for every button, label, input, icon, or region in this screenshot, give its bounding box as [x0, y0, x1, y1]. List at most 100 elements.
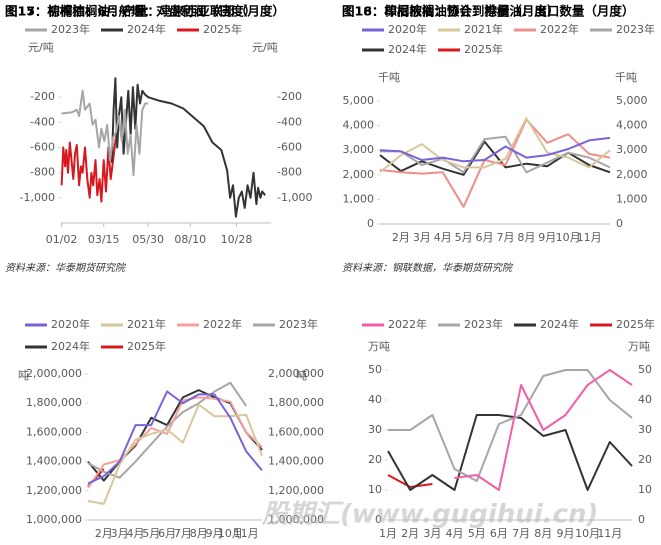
x-tick-label: 2月: [392, 231, 410, 244]
y2-tick-label: -200: [277, 90, 302, 103]
y-tick-label: 0: [375, 513, 382, 526]
y-tick-label: -600: [30, 141, 55, 154]
chart-title: 图16：印尼棕榈油协会：棕榈油：出口数量（月度）: [342, 4, 634, 19]
legend-label: 2022年: [388, 317, 427, 331]
x-tick-label: 5月: [455, 231, 473, 244]
x-tick-label: 6月: [476, 231, 494, 244]
y2-tick-label: 1,000,000: [268, 513, 324, 526]
chart-title: 图18：棕榈液油：预计到港量（月度）: [342, 4, 559, 19]
x-tick-label: 05/30: [132, 233, 164, 246]
y-unit: 元/吨: [28, 41, 54, 54]
y-tick-label: 50: [368, 363, 382, 376]
x-tick-label: 3月: [423, 527, 441, 540]
legend-label: 2024年: [388, 42, 427, 56]
legend-label: 2024年: [540, 317, 579, 331]
series-line: [387, 414, 633, 491]
y2-tick-label: 1,000: [616, 192, 648, 205]
x-tick-label: 2月: [95, 527, 113, 540]
y2-tick-label: 1,600,000: [268, 425, 324, 438]
x-tick-label: 11月: [234, 527, 259, 540]
y-tick-label: 20: [368, 453, 382, 466]
y-tick-label: 10: [368, 483, 382, 496]
x-tick-label: 10月: [575, 527, 600, 540]
legend-label: 2022年: [540, 22, 579, 36]
x-tick-label: 7月: [496, 231, 514, 244]
y2-tick-label: 2,000,000: [268, 367, 324, 380]
x-tick-label: 10月: [556, 231, 581, 244]
source: 资料来源：钢联数据，华泰期货研究院: [342, 262, 514, 274]
series-line: [454, 369, 633, 491]
legend-label: 2021年: [127, 317, 166, 331]
y2-tick-label: 20: [638, 453, 652, 466]
y2-tick-label: 1,400,000: [268, 455, 324, 468]
legend-label: 2023年: [51, 22, 90, 36]
y-tick-label: -200: [30, 90, 55, 103]
chart-title: 图15：棕榈油：6月船期：对盘利润（日度）: [5, 4, 256, 19]
x-tick-label: 9月: [206, 527, 224, 540]
y-unit: 吨: [18, 369, 29, 382]
x-tick-label: 6月: [490, 527, 508, 540]
x-tick-label: 6月: [158, 527, 176, 540]
x-tick-label: 5月: [142, 527, 160, 540]
y-tick-label: 3,000: [343, 143, 375, 156]
series-line: [110, 77, 266, 218]
series-line: [87, 390, 263, 485]
x-tick-label: 8月: [190, 527, 208, 540]
x-tick-label: 3月: [111, 527, 129, 540]
y2-unit: 万吨: [628, 340, 650, 353]
x-tick-label: 3月: [413, 231, 431, 244]
y2-tick-label: -800: [277, 166, 302, 179]
x-tick-label: 11月: [597, 527, 622, 540]
y-tick-label: 1,200,000: [26, 484, 82, 497]
x-tick-label: 7月: [174, 527, 192, 540]
legend-label: 2021年: [464, 22, 503, 36]
x-tick-label: 2月: [401, 527, 419, 540]
y2-tick-label: -1,000: [277, 191, 312, 204]
y2-unit: 吨: [296, 369, 307, 382]
y-tick-label: 2,000: [343, 168, 375, 181]
series-line: [61, 89, 149, 177]
series-line: [379, 136, 611, 163]
legend-label: 2020年: [388, 22, 427, 36]
y-tick-label: -400: [30, 115, 55, 128]
legend-label: 2025年: [464, 42, 503, 56]
y2-tick-label: 4,000: [616, 119, 648, 132]
y2-unit: 元/吨: [252, 41, 278, 54]
y2-tick-label: -400: [277, 115, 302, 128]
y2-unit: 千吨: [615, 71, 637, 84]
chart-title: 图17：初榨棕榈油：产量：马来西亚联邦（月度）: [5, 4, 285, 19]
y2-tick-label: 1,800,000: [268, 396, 324, 409]
x-tick-label: 5月: [468, 527, 486, 540]
x-tick-label: 8月: [517, 231, 535, 244]
x-tick-label: 7月: [512, 527, 530, 540]
legend-label: 2022年: [203, 317, 242, 331]
x-tick-label: 4月: [126, 527, 144, 540]
y-tick-label: 1,400,000: [26, 455, 82, 468]
x-tick-label: 4月: [446, 527, 464, 540]
y-tick-label: 40: [368, 393, 382, 406]
series-line: [60, 128, 119, 203]
y2-tick-label: 30: [638, 423, 652, 436]
y2-tick-label: 50: [638, 363, 652, 376]
x-tick-label: 10月: [218, 527, 243, 540]
series-line: [388, 369, 633, 482]
y-tick-label: 1,000: [343, 192, 375, 205]
y2-tick-label: -600: [277, 141, 302, 154]
y-tick-label: -1,000: [20, 191, 55, 204]
y-tick-label: 4,000: [343, 119, 375, 132]
legend-label: 2024年: [127, 22, 166, 36]
source: 资料来源：华泰期货研究院: [5, 262, 127, 274]
y-tick-label: 1,800,000: [26, 396, 82, 409]
series-line: [387, 474, 433, 488]
x-tick-label: 10/28: [221, 233, 253, 246]
legend-label: 2023年: [279, 317, 318, 331]
series-line: [87, 396, 263, 489]
legend-label: 2024年: [51, 339, 90, 353]
y2-tick-label: 2,000: [616, 168, 648, 181]
y2-tick-label: 3,000: [616, 143, 648, 156]
x-tick-label: 4月: [434, 231, 452, 244]
y-tick-label: 2,000,000: [26, 367, 82, 380]
y-tick-label: 30: [368, 423, 382, 436]
x-tick-label: 08/10: [174, 233, 206, 246]
